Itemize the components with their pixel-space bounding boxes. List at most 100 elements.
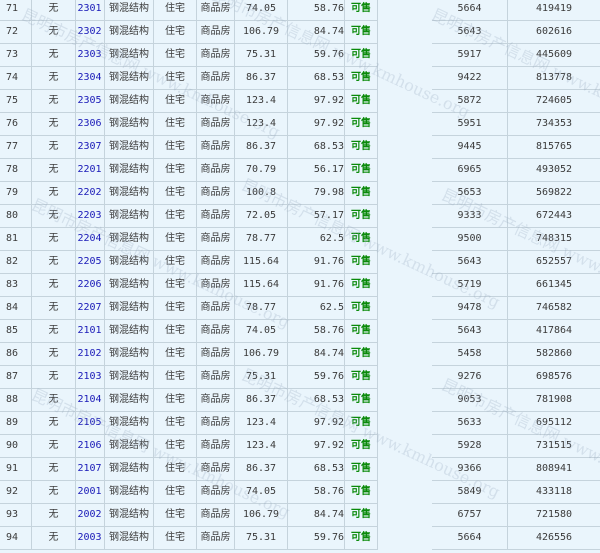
building-area-cell: 74.05 <box>235 481 288 504</box>
total-price-cell: 815765 <box>508 136 600 159</box>
room-number-link[interactable]: 2304 <box>75 67 105 90</box>
room-number-link[interactable]: 2307 <box>75 136 105 159</box>
room-number-link[interactable]: 2204 <box>75 228 105 251</box>
row-number: 85 <box>0 320 31 343</box>
mark-cell: 无 <box>31 504 76 527</box>
unit-price-cell: 5643 <box>432 251 508 274</box>
usage-cell: 住宅 <box>154 458 197 481</box>
table-row: 86 无 2102 钢混结构 住宅 商品房 106.79 84.74 可售 5458 582860 <box>0 343 600 366</box>
usage-cell: 住宅 <box>154 136 197 159</box>
room-number-link[interactable]: 2106 <box>75 435 105 458</box>
blank-cell <box>378 366 432 388</box>
mark-cell: 无 <box>31 0 76 21</box>
room-number-link[interactable]: 2105 <box>75 412 105 435</box>
room-number-link[interactable]: 2302 <box>75 21 105 44</box>
blank-cell <box>378 182 432 204</box>
house-type-cell: 商品房 <box>197 205 235 228</box>
room-number-link[interactable]: 2207 <box>75 297 105 320</box>
room-number-link[interactable]: 2303 <box>75 44 105 67</box>
house-type-cell: 商品房 <box>197 504 235 527</box>
room-number-link[interactable]: 2001 <box>75 481 105 504</box>
inner-area-cell: 68.53 <box>288 458 345 481</box>
table-row: 74 无 2304 钢混结构 住宅 商品房 86.37 68.53 可售 9422 813778 <box>0 67 600 90</box>
blank-cell <box>378 67 432 89</box>
room-number-link[interactable]: 2101 <box>75 320 105 343</box>
structure-cell: 钢混结构 <box>105 504 154 527</box>
row-number: 78 <box>0 159 31 182</box>
inner-area-cell: 62.5 <box>288 228 345 251</box>
total-price-cell: 781908 <box>508 389 600 412</box>
total-price-cell: 582860 <box>508 343 600 366</box>
total-price-cell: 426556 <box>508 527 600 550</box>
total-price-cell: 652557 <box>508 251 600 274</box>
blank-cell <box>378 228 432 250</box>
room-number-link[interactable]: 2205 <box>75 251 105 274</box>
sale-status-badge: 可售 <box>345 0 378 21</box>
inner-area-cell: 62.5 <box>288 297 345 320</box>
structure-cell: 钢混结构 <box>105 136 154 159</box>
sale-status-badge: 可售 <box>345 458 378 481</box>
room-number-link[interactable]: 2002 <box>75 504 105 527</box>
table-row: 71 无 2301 钢混结构 住宅 商品房 74.05 58.76 可售 5664 419419 <box>0 0 600 21</box>
sale-status-badge: 可售 <box>345 389 378 412</box>
room-number-link[interactable]: 2203 <box>75 205 105 228</box>
house-type-cell: 商品房 <box>197 527 235 550</box>
building-area-cell: 74.05 <box>235 0 288 21</box>
blank-cell <box>378 389 432 411</box>
mark-cell: 无 <box>31 113 76 136</box>
room-number-link[interactable]: 2301 <box>75 0 105 21</box>
mark-cell: 无 <box>31 228 76 251</box>
building-area-cell: 100.8 <box>235 182 288 205</box>
structure-cell: 钢混结构 <box>105 458 154 481</box>
room-number-link[interactable]: 2306 <box>75 113 105 136</box>
mark-cell: 无 <box>31 182 76 205</box>
structure-cell: 钢混结构 <box>105 343 154 366</box>
mark-cell: 无 <box>31 389 76 412</box>
unit-price-cell: 9366 <box>432 458 508 481</box>
blank-cell <box>378 251 432 273</box>
room-number-link[interactable]: 2003 <box>75 527 105 550</box>
inner-area-cell: 59.76 <box>288 366 345 389</box>
blank-cell <box>378 458 432 480</box>
sale-status-badge: 可售 <box>345 67 378 90</box>
building-area-cell: 86.37 <box>235 136 288 159</box>
row-number: 82 <box>0 251 31 274</box>
total-price-cell: 493052 <box>508 159 600 182</box>
house-type-cell: 商品房 <box>197 412 235 435</box>
house-type-cell: 商品房 <box>197 44 235 67</box>
sale-status-badge: 可售 <box>345 527 378 550</box>
usage-cell: 住宅 <box>154 67 197 90</box>
room-number-link[interactable]: 2201 <box>75 159 105 182</box>
unit-price-cell: 5643 <box>432 320 508 343</box>
room-number-link[interactable]: 2206 <box>75 274 105 297</box>
unit-price-cell: 5872 <box>432 90 508 113</box>
inner-area-cell: 79.98 <box>288 182 345 205</box>
blank-cell <box>378 320 432 342</box>
structure-cell: 钢混结构 <box>105 67 154 90</box>
room-number-link[interactable]: 2202 <box>75 182 105 205</box>
room-number-link[interactable]: 2103 <box>75 366 105 389</box>
mark-cell: 无 <box>31 527 76 550</box>
blank-cell <box>378 136 432 158</box>
room-number-link[interactable]: 2104 <box>75 389 105 412</box>
blank-cell <box>378 343 432 365</box>
structure-cell: 钢混结构 <box>105 366 154 389</box>
table-row: 88 无 2104 钢混结构 住宅 商品房 86.37 68.53 可售 9053 781908 <box>0 389 600 412</box>
unit-price-cell: 5917 <box>432 44 508 67</box>
structure-cell: 钢混结构 <box>105 44 154 67</box>
room-number-link[interactable]: 2102 <box>75 343 105 366</box>
sale-status-badge: 可售 <box>345 435 378 458</box>
blank-cell <box>378 504 432 526</box>
sale-status-badge: 可售 <box>345 297 378 320</box>
usage-cell: 住宅 <box>154 435 197 458</box>
table-row: 82 无 2205 钢混结构 住宅 商品房 115.64 91.76 可售 5643 652557 <box>0 251 600 274</box>
room-number-link[interactable]: 2305 <box>75 90 105 113</box>
structure-cell: 钢混结构 <box>105 320 154 343</box>
unit-price-cell: 9500 <box>432 228 508 251</box>
unit-price-cell: 5653 <box>432 182 508 205</box>
room-number-link[interactable]: 2107 <box>75 458 105 481</box>
table-row: 78 无 2201 钢混结构 住宅 商品房 70.79 56.17 可售 6965 493052 <box>0 159 600 182</box>
sale-status-badge: 可售 <box>345 182 378 205</box>
row-number: 94 <box>0 527 31 550</box>
blank-cell <box>378 412 432 434</box>
